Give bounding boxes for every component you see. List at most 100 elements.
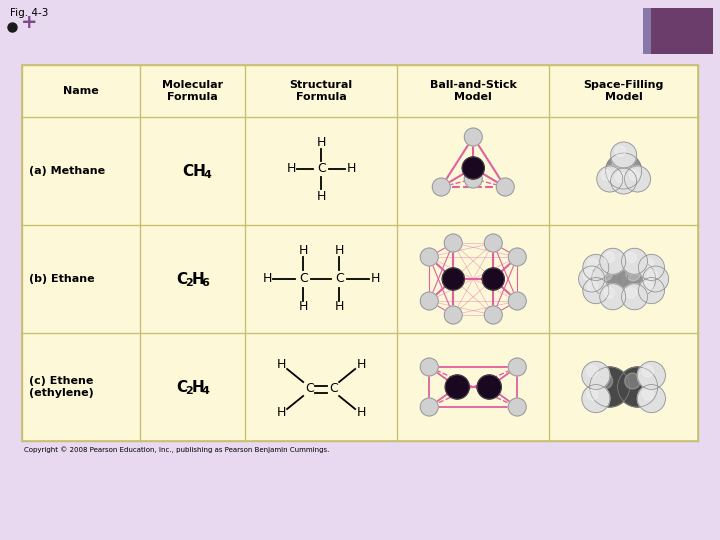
Text: Structural
Formula: Structural Formula xyxy=(289,80,353,102)
Bar xyxy=(22,65,698,441)
Circle shape xyxy=(432,178,450,196)
Text: H: H xyxy=(335,300,344,314)
Circle shape xyxy=(618,367,657,407)
Circle shape xyxy=(639,278,665,303)
Text: H: H xyxy=(356,407,366,420)
Circle shape xyxy=(612,158,626,173)
Circle shape xyxy=(444,234,462,252)
Circle shape xyxy=(626,288,636,298)
Text: Molecular
Formula: Molecular Formula xyxy=(162,80,223,102)
Text: CH: CH xyxy=(183,164,207,179)
Circle shape xyxy=(621,284,647,310)
Text: H: H xyxy=(317,190,326,202)
Text: Space-Filling
Model: Space-Filling Model xyxy=(583,80,664,102)
Circle shape xyxy=(604,288,615,298)
Circle shape xyxy=(462,157,485,179)
Circle shape xyxy=(629,170,639,180)
Circle shape xyxy=(620,261,656,297)
Circle shape xyxy=(626,252,636,262)
Text: H: H xyxy=(299,245,308,258)
Circle shape xyxy=(588,258,598,269)
Circle shape xyxy=(445,375,469,399)
Circle shape xyxy=(485,306,503,324)
Circle shape xyxy=(477,375,501,399)
Circle shape xyxy=(642,366,654,377)
Circle shape xyxy=(464,170,482,188)
Text: H: H xyxy=(356,359,366,372)
Circle shape xyxy=(615,172,626,183)
Text: H: H xyxy=(192,380,204,395)
Circle shape xyxy=(604,252,615,262)
Circle shape xyxy=(637,384,665,413)
Text: H: H xyxy=(263,273,272,286)
Circle shape xyxy=(600,248,626,274)
Text: Name: Name xyxy=(63,86,99,96)
Text: 2: 2 xyxy=(185,386,192,396)
Circle shape xyxy=(420,398,438,416)
Circle shape xyxy=(485,234,503,252)
Text: C: C xyxy=(305,382,313,395)
Bar xyxy=(651,8,713,54)
Text: C: C xyxy=(335,273,343,286)
Circle shape xyxy=(482,268,504,290)
Circle shape xyxy=(625,373,641,389)
Circle shape xyxy=(582,384,610,413)
Circle shape xyxy=(621,248,647,274)
Text: H: H xyxy=(335,245,344,258)
Circle shape xyxy=(583,254,609,280)
Circle shape xyxy=(508,398,526,416)
Circle shape xyxy=(643,281,653,292)
Circle shape xyxy=(597,373,613,389)
Circle shape xyxy=(611,142,636,168)
Circle shape xyxy=(587,366,598,377)
Text: 4: 4 xyxy=(202,386,210,396)
Circle shape xyxy=(597,166,623,192)
Circle shape xyxy=(637,361,665,389)
Text: Ball-and-Stick
Model: Ball-and-Stick Model xyxy=(430,80,517,102)
Circle shape xyxy=(583,278,609,303)
Circle shape xyxy=(508,358,526,376)
Text: H: H xyxy=(317,136,326,148)
Text: (c) Ethene
(ethylene): (c) Ethene (ethylene) xyxy=(29,376,94,398)
Circle shape xyxy=(496,178,514,196)
Text: H: H xyxy=(276,359,286,372)
Text: (b) Ethane: (b) Ethane xyxy=(29,274,94,284)
Circle shape xyxy=(420,292,438,310)
Circle shape xyxy=(508,292,526,310)
Circle shape xyxy=(420,358,438,376)
Text: H: H xyxy=(299,300,308,314)
Circle shape xyxy=(464,128,482,146)
Circle shape xyxy=(643,258,653,269)
Circle shape xyxy=(579,266,605,292)
Circle shape xyxy=(601,170,612,180)
Text: Copyright © 2008 Pearson Education, Inc., publishing as Pearson Benjamin Cumming: Copyright © 2008 Pearson Education, Inc.… xyxy=(24,446,329,453)
Circle shape xyxy=(606,153,642,189)
Text: 6: 6 xyxy=(202,278,210,288)
Circle shape xyxy=(444,306,462,324)
Circle shape xyxy=(583,270,593,280)
Circle shape xyxy=(642,389,654,400)
Circle shape xyxy=(590,367,629,407)
Circle shape xyxy=(442,268,464,290)
Text: C: C xyxy=(299,273,307,286)
Text: C: C xyxy=(176,380,188,395)
Bar xyxy=(643,8,651,54)
Circle shape xyxy=(508,248,526,266)
Text: 2: 2 xyxy=(185,278,192,288)
Text: H: H xyxy=(276,407,286,420)
Circle shape xyxy=(600,284,626,310)
Text: C: C xyxy=(317,163,325,176)
Text: H: H xyxy=(346,163,356,176)
Text: 4: 4 xyxy=(204,170,212,180)
Text: C: C xyxy=(176,272,188,287)
Text: Fig. 4-3: Fig. 4-3 xyxy=(10,8,48,18)
Circle shape xyxy=(582,361,610,389)
Circle shape xyxy=(647,270,657,280)
Text: C: C xyxy=(329,382,338,395)
Circle shape xyxy=(615,146,626,156)
Text: H: H xyxy=(287,163,296,176)
Circle shape xyxy=(588,281,598,292)
Circle shape xyxy=(643,266,669,292)
Circle shape xyxy=(639,254,665,280)
Text: H: H xyxy=(192,272,204,287)
